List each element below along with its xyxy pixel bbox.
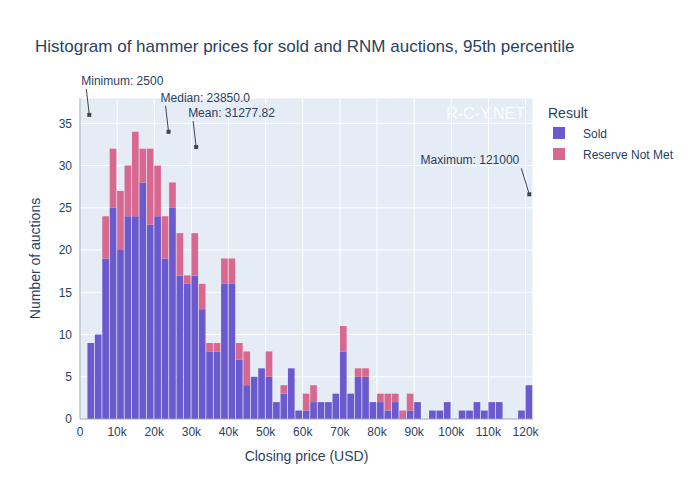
svg-text:0: 0 [77,425,84,439]
svg-text:80k: 80k [367,425,387,439]
svg-text:70k: 70k [330,425,350,439]
svg-text:0: 0 [65,412,72,426]
svg-text:100k: 100k [438,425,465,439]
svg-text:Closing price (USD): Closing price (USD) [245,448,369,464]
svg-text:20: 20 [59,243,73,257]
svg-text:5: 5 [65,370,72,384]
svg-text:90k: 90k [405,425,425,439]
svg-text:120k: 120k [513,425,540,439]
svg-text:30k: 30k [182,425,202,439]
svg-text:25: 25 [59,201,73,215]
svg-text:Maximum: 121000: Maximum: 121000 [421,153,520,167]
svg-text:35: 35 [59,117,73,131]
svg-text:10k: 10k [107,425,127,439]
svg-text:Sold: Sold [583,127,607,141]
svg-text:R-C-Y.NET: R-C-Y.NET [446,105,525,122]
svg-text:Number of auctions: Number of auctions [27,198,43,319]
svg-text:50k: 50k [256,425,276,439]
svg-text:Minimum: 2500: Minimum: 2500 [81,74,163,88]
svg-text:30: 30 [59,159,73,173]
svg-text:60k: 60k [293,425,313,439]
svg-text:Histogram of hammer prices for: Histogram of hammer prices for sold and … [35,37,575,56]
svg-text:Median: 23850.0: Median: 23850.0 [161,91,251,105]
svg-text:110k: 110k [476,425,502,439]
svg-text:Reserve Not Met: Reserve Not Met [583,148,674,162]
svg-text:Result: Result [548,105,588,121]
svg-text:15: 15 [59,286,73,300]
svg-text:20k: 20k [145,425,165,439]
svg-text:Mean: 31277.82: Mean: 31277.82 [188,106,275,120]
svg-text:40k: 40k [219,425,239,439]
svg-text:10: 10 [59,328,73,342]
